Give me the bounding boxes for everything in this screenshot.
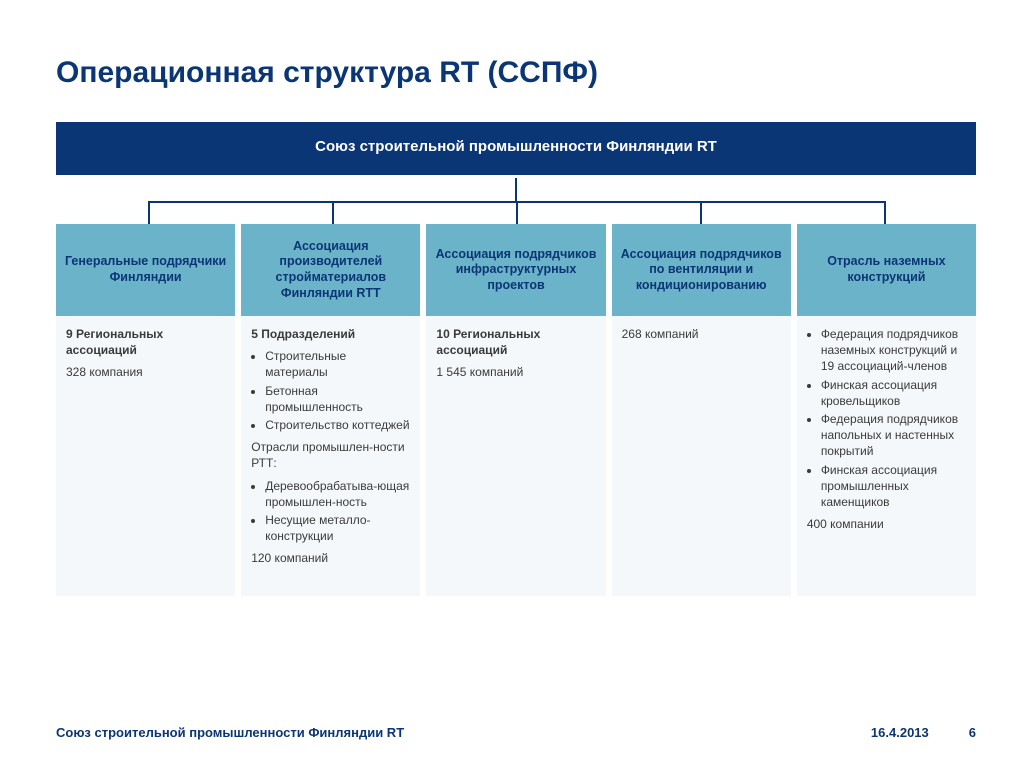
slide-footer: Союз строительной промышленности Финлянд…	[56, 725, 976, 740]
org-chart: Союз строительной промышленности Финлянд…	[56, 122, 976, 596]
column-header: Генеральные подрядчики Финляндии	[56, 224, 235, 316]
org-root: Союз строительной промышленности Финлянд…	[56, 122, 976, 178]
body-lead: 9 Региональных ассоциаций	[66, 326, 225, 358]
column-header: Ассоциация производителей стройматериало…	[241, 224, 420, 316]
body-bullet: Строительные материалы	[265, 348, 410, 380]
org-column: Генеральные подрядчики Финляндии 9 Регио…	[56, 224, 235, 596]
body-line: 120 компаний	[251, 550, 410, 566]
body-bullet: Деревообрабатыва-ющая промышлен-ность	[265, 478, 410, 510]
footer-left: Союз строительной промышленности Финлянд…	[56, 725, 404, 740]
column-header: Ассоциация подрядчиков инфраструктурных …	[426, 224, 605, 316]
footer-page: 6	[969, 725, 976, 740]
body-bullet: Финская ассоциация промышленных каменщик…	[821, 462, 966, 511]
column-body: Федерация подрядчиков наземных конструкц…	[797, 316, 976, 596]
column-header: Ассоциация подрядчиков по вентиляции и к…	[612, 224, 791, 316]
body-line: 400 компании	[807, 516, 966, 532]
body-lead: 5 Подразделений	[251, 326, 410, 342]
column-body: 5 Подразделений Строительные материалы Б…	[241, 316, 420, 596]
org-column: Ассоциация подрядчиков инфраструктурных …	[426, 224, 605, 596]
body-line: 268 компаний	[622, 326, 781, 342]
connectors	[56, 178, 976, 224]
slide-title: Операционная структура RT (ССПФ)	[56, 56, 976, 90]
body-bullet: Несущие металло-конструкции	[265, 512, 410, 544]
body-bullet: Бетонная промышленность	[265, 383, 410, 415]
body-line: 328 компания	[66, 364, 225, 380]
column-body: 10 Региональных ассоциаций 1 545 компани…	[426, 316, 605, 596]
body-lead: 10 Региональных ассоциаций	[436, 326, 595, 358]
body-line: 1 545 компаний	[436, 364, 595, 380]
column-body: 9 Региональных ассоциаций 328 компания	[56, 316, 235, 596]
column-header: Отрасль наземных конструкций	[797, 224, 976, 316]
org-column: Отрасль наземных конструкций Федерация п…	[797, 224, 976, 596]
column-body: 268 компаний	[612, 316, 791, 596]
org-column: Ассоциация подрядчиков по вентиляции и к…	[612, 224, 791, 596]
org-columns: Генеральные подрядчики Финляндии 9 Регио…	[56, 224, 976, 596]
body-bullet: Федерация подрядчиков напольных и настен…	[821, 411, 966, 460]
footer-date: 16.4.2013	[871, 725, 929, 740]
org-column: Ассоциация производителей стройматериало…	[241, 224, 420, 596]
body-line: Отрасли промышлен-ности РТТ:	[251, 439, 410, 471]
body-bullet: Финская ассоциация кровельщиков	[821, 377, 966, 409]
body-bullet: Строительство коттеджей	[265, 417, 410, 433]
body-bullet: Федерация подрядчиков наземных конструкц…	[821, 326, 966, 375]
